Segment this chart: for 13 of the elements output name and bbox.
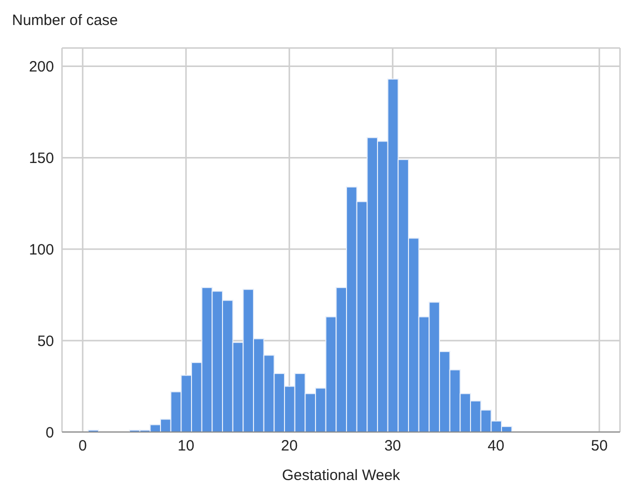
x-tick-label: 10: [178, 438, 194, 455]
x-tick-label: 0: [78, 438, 87, 455]
x-tick-label: 50: [590, 438, 608, 455]
y-tick-label: 100: [28, 241, 54, 258]
x-tick-label: 20: [280, 438, 298, 455]
y-tick-label: 150: [28, 150, 54, 168]
x-tick-label: 40: [488, 438, 504, 455]
x-axis-title: Gestational Week: [282, 467, 401, 484]
y-tick-label: 50: [37, 332, 54, 350]
x-tick-label: 30: [384, 438, 402, 455]
y-tick-label: 200: [28, 58, 54, 76]
y-axis-title: Number of case: [12, 12, 118, 29]
y-tick-label: 0: [46, 424, 54, 442]
